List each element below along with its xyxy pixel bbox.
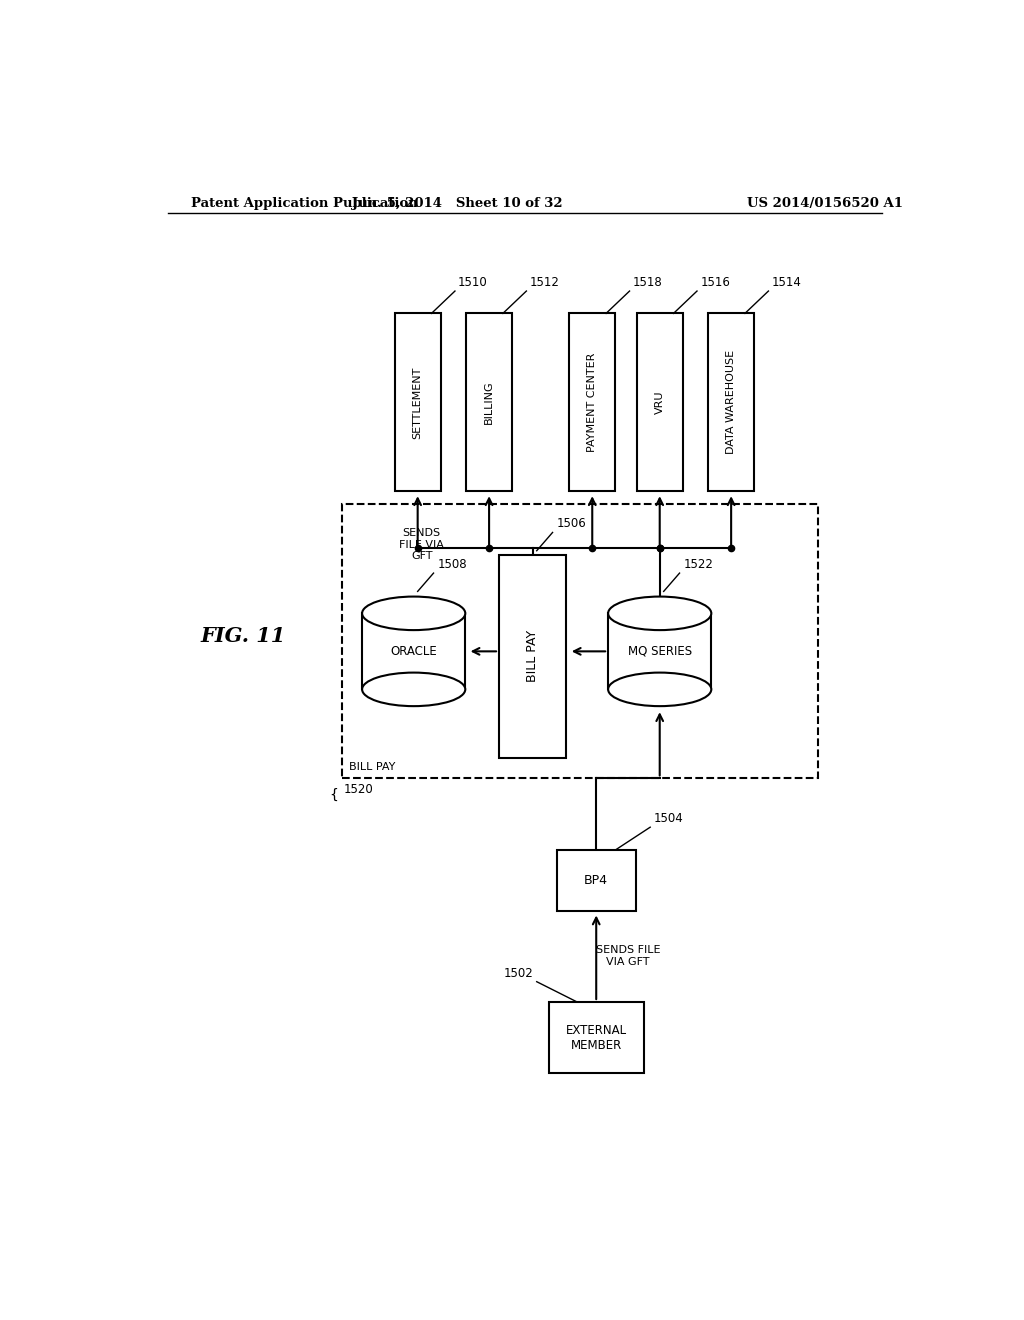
Text: BILL PAY: BILL PAY [526, 631, 540, 682]
Text: BP4: BP4 [585, 874, 608, 887]
Text: 1518: 1518 [633, 276, 663, 289]
Text: FIG. 11: FIG. 11 [201, 626, 286, 645]
Ellipse shape [362, 673, 465, 706]
Text: ORACLE: ORACLE [390, 645, 437, 657]
Bar [556, 850, 636, 911]
Bar [637, 313, 683, 491]
Text: BILLING: BILLING [484, 380, 495, 424]
Text: 1514: 1514 [772, 276, 802, 289]
Text: 1502: 1502 [504, 966, 534, 979]
Text: SENDS
FILE VIA
GFT: SENDS FILE VIA GFT [399, 528, 444, 561]
Text: VRU: VRU [654, 391, 665, 414]
Text: SENDS FILE
VIA GFT: SENDS FILE VIA GFT [596, 945, 660, 968]
Text: 1522: 1522 [684, 558, 714, 572]
Bar [499, 554, 566, 758]
Text: Jun. 5, 2014   Sheet 10 of 32: Jun. 5, 2014 Sheet 10 of 32 [352, 197, 562, 210]
Text: PAYMENT CENTER: PAYMENT CENTER [587, 352, 597, 451]
Text: SETTLEMENT: SETTLEMENT [413, 366, 423, 438]
Text: 1512: 1512 [529, 276, 559, 289]
Text: Patent Application Publication: Patent Application Publication [191, 197, 418, 210]
Text: 1506: 1506 [557, 517, 587, 531]
Bar [394, 313, 440, 491]
Text: 1510: 1510 [458, 276, 487, 289]
Bar [608, 614, 712, 689]
Bar [709, 313, 754, 491]
Text: 1508: 1508 [437, 558, 467, 572]
Ellipse shape [362, 597, 465, 630]
Text: MQ SERIES: MQ SERIES [628, 645, 692, 657]
Bar [362, 614, 465, 689]
Ellipse shape [608, 673, 712, 706]
Text: 1520: 1520 [344, 784, 374, 796]
Bar [466, 313, 512, 491]
Bar [549, 1002, 644, 1073]
Bar [342, 504, 818, 779]
Text: BILL PAY: BILL PAY [348, 763, 395, 772]
Bar [569, 313, 615, 491]
Text: 1504: 1504 [653, 812, 683, 825]
Text: 1516: 1516 [700, 276, 730, 289]
Ellipse shape [608, 597, 712, 630]
Text: DATA WAREHOUSE: DATA WAREHOUSE [726, 350, 736, 454]
Text: US 2014/0156520 A1: US 2014/0156520 A1 [748, 197, 903, 210]
Text: $\mathsf{\{}$: $\mathsf{\{}$ [329, 787, 338, 803]
Text: EXTERNAL
MEMBER: EXTERNAL MEMBER [565, 1023, 627, 1052]
